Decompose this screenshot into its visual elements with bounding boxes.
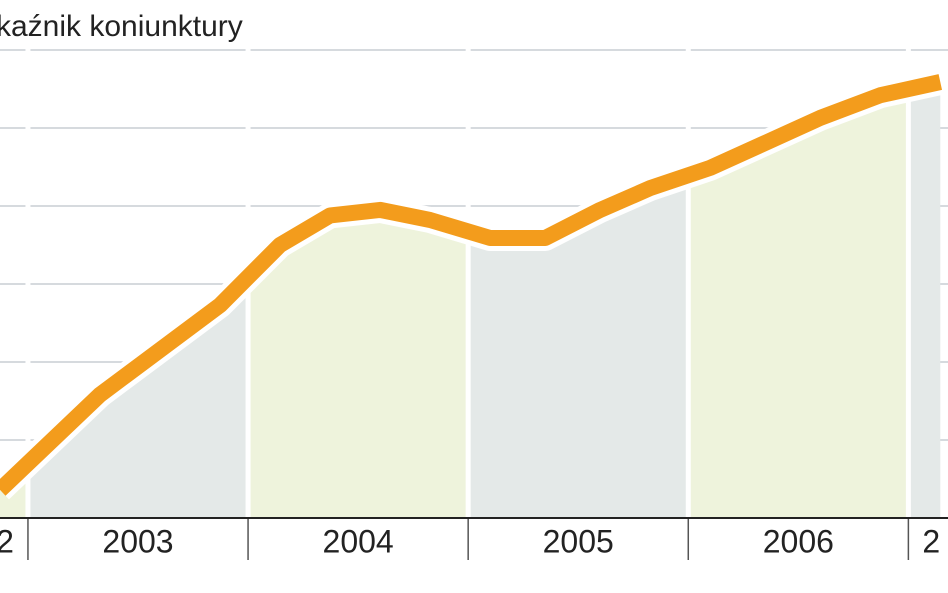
chart-title: kaźnik koniunktury bbox=[0, 10, 243, 43]
x-period-label: 2005 bbox=[543, 523, 614, 559]
x-period-label: 2004 bbox=[323, 523, 394, 559]
line bbox=[0, 74, 943, 496]
x-period-label: 2 bbox=[0, 523, 14, 559]
x-period-label: 2 bbox=[922, 523, 940, 559]
x-period-label: 2006 bbox=[763, 523, 834, 559]
x-period-label: 2003 bbox=[102, 523, 173, 559]
